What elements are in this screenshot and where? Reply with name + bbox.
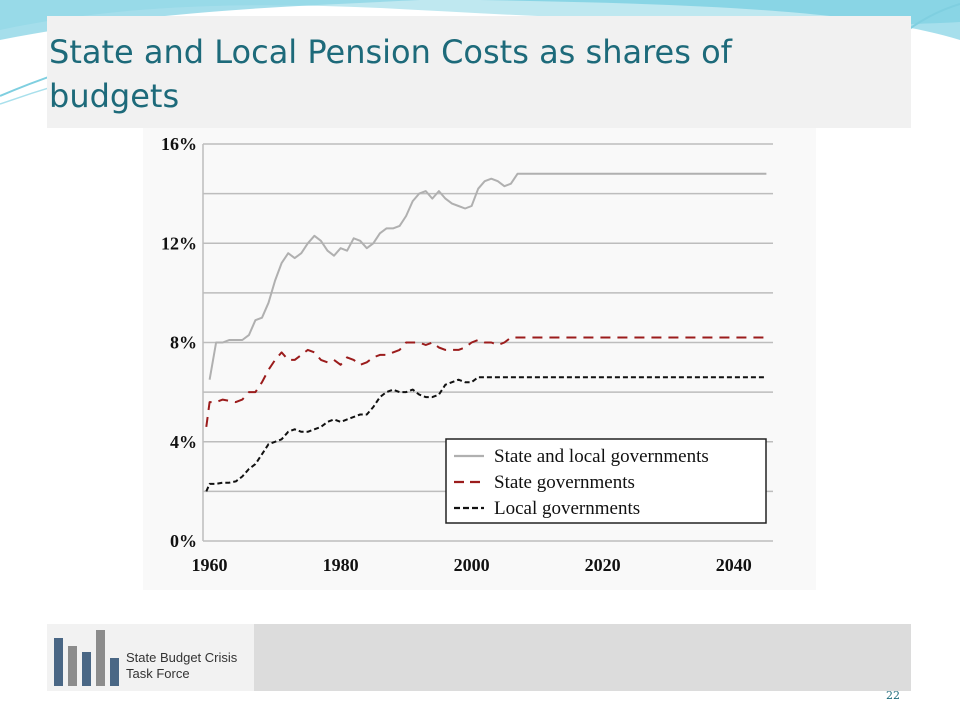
slide-title: State and Local Pension Costs as shares …: [49, 33, 732, 115]
series-line-state-and-local-governments: [208, 172, 767, 380]
legend-label-2: Local governments: [494, 498, 640, 519]
logo-line-2: Task Force: [126, 666, 190, 681]
y-tick-label-16: 16%: [161, 134, 197, 154]
logo-line-1: State Budget Crisis: [126, 650, 238, 665]
pension-cost-line-chart: 0% 4% 8% 12% 16% 1960 1980 2000 2020 2040 State an…: [161, 134, 773, 575]
legend-label-0: State and local governments: [494, 446, 709, 467]
legend-box: [445, 438, 767, 524]
bar-chart-logo-icon: [54, 630, 119, 686]
x-tick-label-2020: 2020: [585, 555, 621, 575]
series-line-local-governments: [205, 376, 767, 492]
logo-text: State Budget Crisis Task Force: [126, 650, 256, 682]
y-tick-label-4: 4%: [170, 432, 197, 452]
x-tick-label-2040: 2040: [716, 555, 752, 575]
page-number: 22: [886, 689, 900, 702]
y-tick-label-8: 8%: [170, 333, 197, 353]
series-line-state-governments: [205, 336, 767, 428]
x-tick-label-2000: 2000: [454, 555, 490, 575]
y-tick-label-12: 12%: [161, 233, 197, 253]
x-tick-label-1980: 1980: [323, 555, 359, 575]
x-tick-label-1960: 1960: [192, 555, 228, 575]
logo-box: [47, 624, 254, 691]
legend-label-1: State governments: [494, 472, 635, 493]
y-tick-label-0: 0%: [170, 531, 197, 551]
title-band: [47, 16, 911, 128]
